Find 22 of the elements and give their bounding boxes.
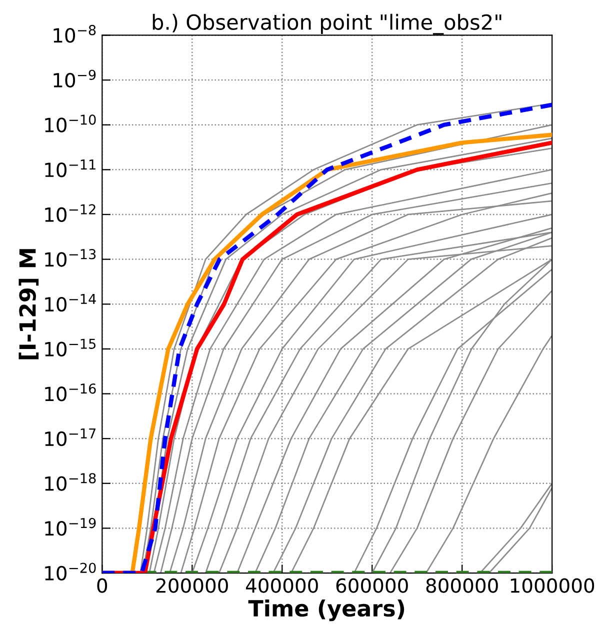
- x-tick-label: 800000: [426, 578, 498, 593]
- y-tick-label: 10$^{−20}$: [45, 562, 96, 581]
- y-tick-label: 10$^{−17}$: [45, 428, 96, 446]
- x-axis-title: Time (years): [248, 599, 404, 622]
- y-tick-label: 10$^{−18}$: [45, 473, 96, 491]
- y-tick-label: 10$^{−9}$: [54, 70, 96, 88]
- y-tick-label: 10$^{−15}$: [45, 338, 96, 356]
- chart-title: b.) Observation point "lime_obs2": [152, 14, 502, 35]
- x-tick-label: 600000: [336, 578, 408, 593]
- y-tick-label: 10$^{−8}$: [54, 24, 96, 43]
- y-tick-label: 10$^{−14}$: [45, 294, 96, 312]
- x-tick-label: 1000000: [510, 578, 594, 593]
- x-tick-label: 200000: [156, 578, 228, 593]
- x-tick-label: 400000: [246, 578, 318, 593]
- y-axis-title: [I-129] M: [18, 249, 39, 360]
- y-tick-label: 10$^{−12}$: [45, 204, 96, 222]
- y-tick-label: 10$^{−10}$: [45, 114, 96, 132]
- y-tick-label: 10$^{−11}$: [45, 160, 96, 178]
- y-tick-label: 10$^{−13}$: [45, 249, 96, 267]
- x-tick-label: 0: [97, 578, 108, 593]
- y-tick-label: 10$^{−19}$: [45, 518, 96, 536]
- y-tick-label: 10$^{−16}$: [45, 383, 96, 402]
